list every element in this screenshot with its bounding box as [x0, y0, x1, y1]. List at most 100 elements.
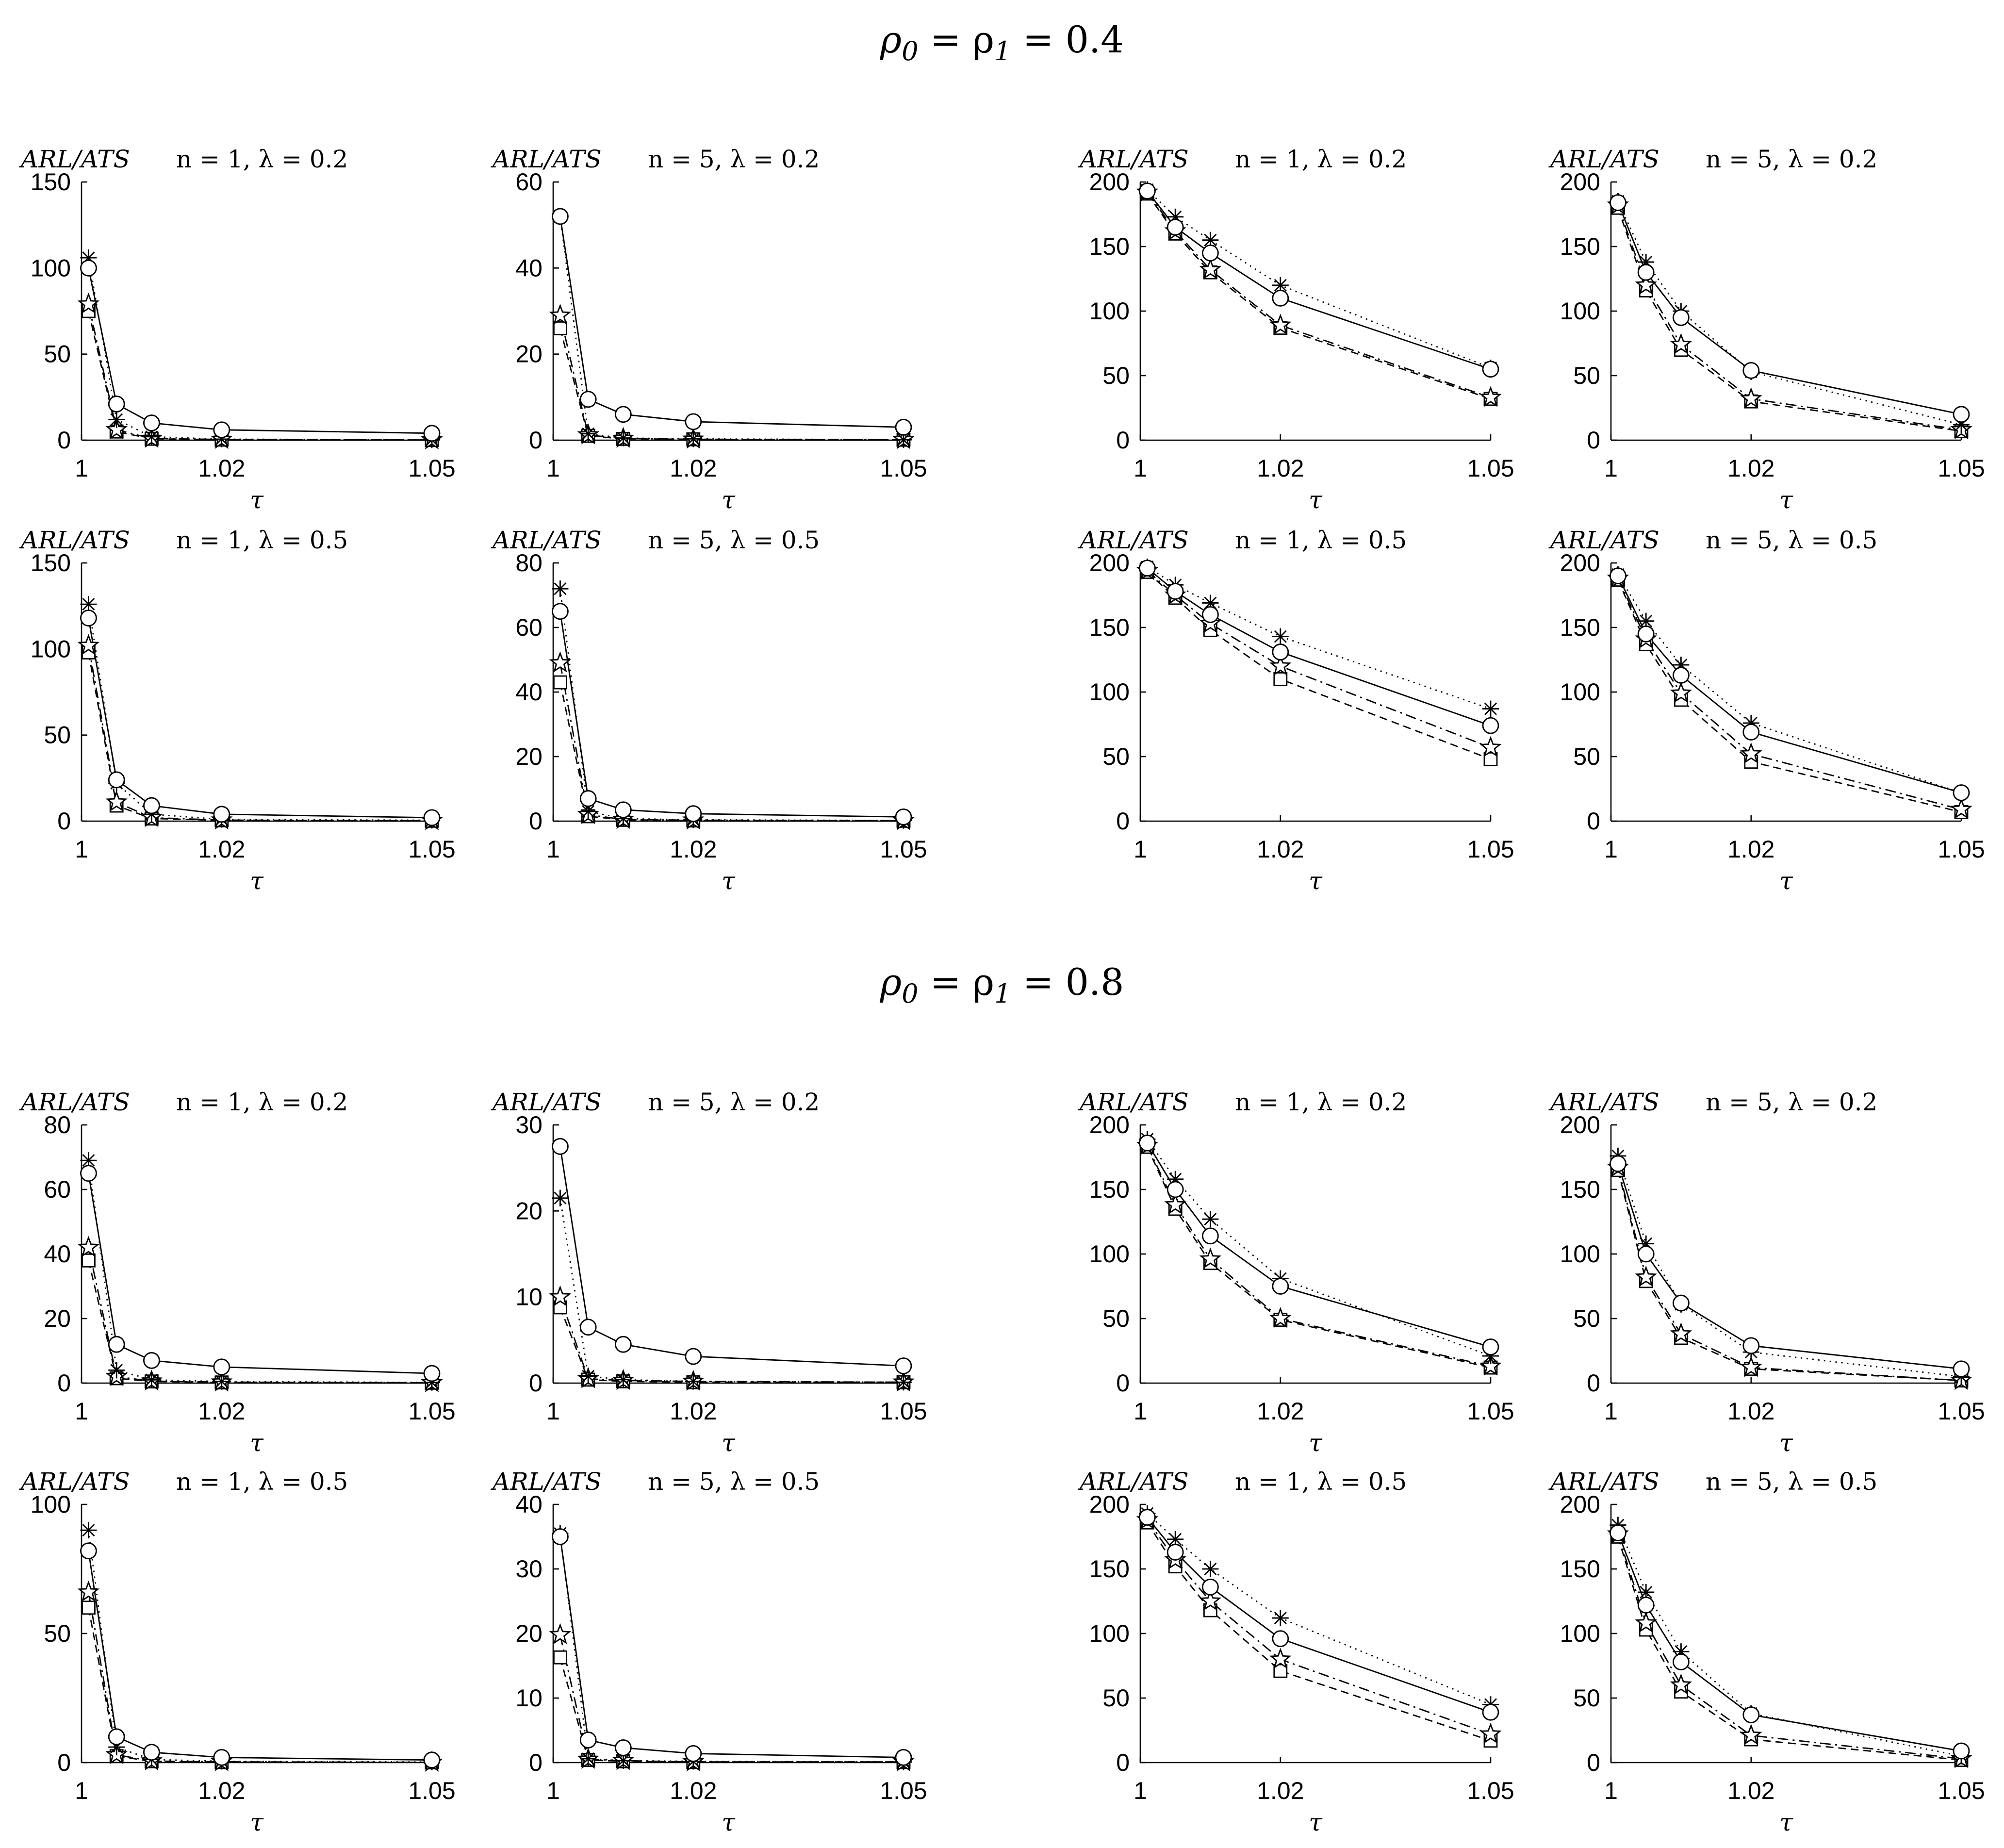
y-tick-label: 20 — [515, 1620, 542, 1647]
x-tick-label: 1.05 — [1938, 1398, 1985, 1425]
y-tick-label: 20 — [44, 1305, 71, 1332]
point-S2-1 — [552, 1189, 569, 1206]
point-S3-5 — [1950, 798, 1972, 819]
x-tick-label: 1 — [75, 1777, 88, 1804]
chart-panel-14: ARL/ATS n = 5, λ = 0.5 0 10 20 30 40 1 1.02 1.05 τ — [491, 1468, 927, 1836]
y-tick-label: 200 — [1089, 549, 1130, 577]
section-title-bottom: ρ0 = ρ1 = 0.8 — [880, 960, 1124, 1009]
chart-panel-10: ARL/ATS n = 5, λ = 0.2 0 10 20 30 1 1.02 1.05 τ — [491, 1088, 927, 1457]
point-S3-5 — [1479, 386, 1502, 407]
x-tick-label: 1.02 — [1727, 1777, 1774, 1804]
point-S1-5 — [423, 425, 441, 442]
point-S3-4 — [1269, 1648, 1292, 1669]
x-tick-label: 1 — [546, 1398, 560, 1425]
chart-panel-12: ARL/ATS n = 5, λ = 0.2 0 50 100 150 200 1 1.02 1.… — [1548, 1088, 1985, 1457]
y-tick-label: 50 — [1573, 1305, 1600, 1332]
series-line-S3 — [559, 662, 904, 822]
series-line-S2 — [559, 1533, 904, 1763]
point-S1-4 — [1272, 644, 1289, 660]
y-tick-label: 80 — [515, 549, 542, 577]
x-tick-label: 1 — [1133, 836, 1147, 863]
y-tick-label: 20 — [515, 341, 542, 368]
point-S2-5 — [895, 1374, 912, 1391]
point-S1-4 — [685, 1745, 702, 1762]
series-line-S2 — [1617, 1155, 1962, 1378]
y-tick-label: 0 — [529, 427, 542, 454]
chart-panel-3: ARL/ATS n = 1, λ = 0.2 0 50 100 150 200 1 1.02 1.… — [1078, 145, 1514, 514]
x-tick-label: 1 — [546, 455, 560, 482]
panel-title: n = 5, λ = 0.5 — [1706, 1468, 1877, 1496]
point-S1-5 — [423, 809, 441, 826]
point-S1-1 — [552, 1138, 569, 1155]
x-tick-label: 1 — [75, 455, 88, 482]
point-S4-1 — [82, 1600, 96, 1615]
y-tick-label: 150 — [1560, 614, 1600, 641]
point-S3-1 — [77, 1236, 100, 1257]
chart-panel-13: ARL/ATS n = 1, λ = 0.5 0 50 100 1 1.02 1.05 τ — [19, 1468, 456, 1836]
x-tick-label: 1.02 — [1257, 455, 1304, 482]
y-tick-label: 50 — [1102, 743, 1130, 770]
point-S2-2 — [108, 1362, 125, 1379]
point-S3-1 — [549, 1285, 572, 1306]
x-axis-label: τ — [250, 867, 264, 895]
chart-panel-4: ARL/ATS n = 5, λ = 0.2 0 50 100 150 200 1 1.02 1.… — [1548, 145, 1985, 514]
point-S1-3 — [615, 801, 632, 819]
y-tick-label: 100 — [1560, 1620, 1600, 1647]
x-tick-label: 1.02 — [1257, 836, 1304, 863]
y-tick-label: 200 — [1089, 1491, 1130, 1518]
x-tick-label: 1.02 — [1727, 1398, 1774, 1425]
series-line-S1 — [1147, 567, 1491, 726]
y-tick-label: 100 — [1089, 297, 1130, 325]
point-S3-2 — [105, 791, 128, 812]
y-tick-label: 0 — [57, 427, 71, 454]
series-line-S2 — [88, 257, 432, 441]
panel-title: n = 1, λ = 0.5 — [1235, 526, 1407, 554]
point-S1-5 — [895, 1357, 912, 1374]
panel-title: n = 1, λ = 0.2 — [1235, 1088, 1407, 1116]
series-line-S4 — [559, 1657, 903, 1763]
point-S2-2 — [1638, 612, 1655, 629]
x-tick-label: 1.02 — [198, 455, 245, 482]
x-tick-label: 1.02 — [670, 836, 717, 863]
series-line-S3 — [1617, 205, 1962, 431]
series-line-S4 — [1147, 571, 1491, 760]
series-line-S3 — [559, 1634, 903, 1763]
panel-title: n = 5, λ = 0.5 — [1706, 526, 1877, 554]
series-line-S4 — [1617, 1170, 1962, 1382]
point-S3-4 — [1740, 742, 1762, 764]
series-line-S3 — [1147, 1145, 1491, 1367]
point-S3-3 — [1670, 1673, 1692, 1695]
y-axis-label: ARL/ATS — [19, 1088, 130, 1116]
panel-title: n = 1, λ = 0.2 — [176, 1088, 348, 1116]
point-S1-2 — [579, 1319, 597, 1336]
y-tick-label: 50 — [1102, 1684, 1130, 1712]
point-S1-3 — [143, 414, 160, 431]
panel-title: n = 1, λ = 0.2 — [176, 145, 348, 173]
y-tick-label: 60 — [44, 1176, 71, 1203]
point-S3-4 — [1269, 314, 1292, 335]
y-tick-label: 20 — [515, 743, 542, 770]
point-S1-1 — [1610, 567, 1626, 584]
x-tick-label: 1 — [1604, 455, 1618, 482]
point-S2-3 — [1202, 1211, 1219, 1228]
series-line-S4 — [88, 652, 432, 822]
point-S1-1 — [552, 1528, 569, 1545]
y-axis-label: ARL/ATS — [1078, 1468, 1189, 1496]
point-S1-2 — [1166, 218, 1184, 236]
series-line-S1 — [88, 618, 432, 819]
x-tick-label: 1.05 — [408, 836, 455, 863]
series-line-S2 — [1617, 574, 1962, 793]
section-title-top: ρ0 = ρ1 = 0.4 — [880, 18, 1124, 66]
point-S1-2 — [579, 391, 597, 408]
x-axis-label: τ — [722, 1808, 736, 1836]
y-tick-label: 100 — [1560, 297, 1600, 325]
series-line-S3 — [1617, 1534, 1962, 1760]
point-S1-2 — [1637, 1597, 1655, 1614]
x-tick-label: 1 — [1133, 1398, 1147, 1425]
y-tick-label: 50 — [1573, 743, 1600, 770]
chart-panel-6: ARL/ATS n = 5, λ = 0.5 0 20 40 60 80 1 1.02 1.05 τ — [491, 526, 927, 895]
point-S1-5 — [1482, 1703, 1499, 1721]
y-axis-label: ARL/ATS — [491, 526, 602, 554]
point-S1-1 — [1610, 194, 1626, 211]
